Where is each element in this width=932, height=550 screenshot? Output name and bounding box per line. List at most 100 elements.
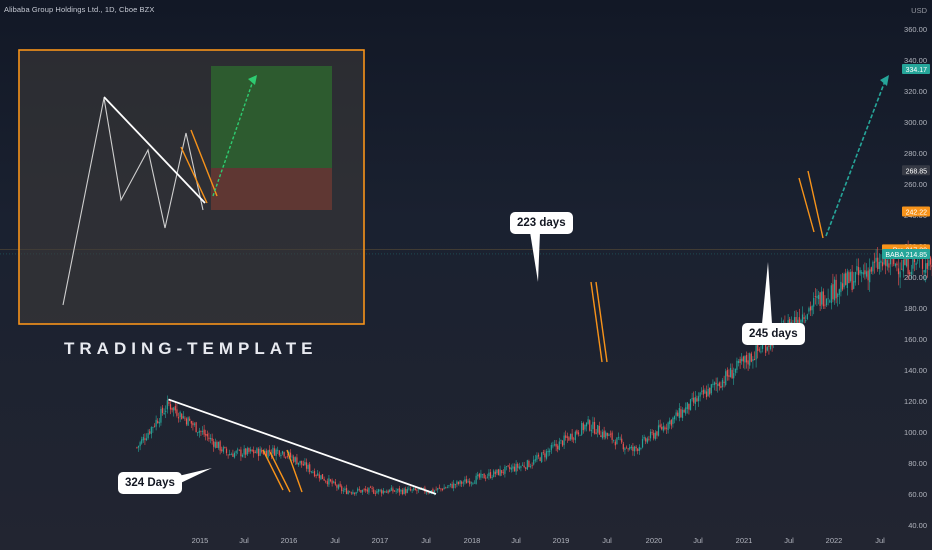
candle-body (574, 431, 576, 441)
candle-body (344, 488, 346, 490)
candle-body (872, 261, 874, 272)
projection-line-6 (798, 177, 815, 233)
candle-body (438, 487, 440, 489)
candle-body (565, 435, 567, 438)
candle-body (621, 438, 623, 443)
candle-body (507, 465, 509, 467)
candle-body (675, 412, 677, 416)
candle-body (397, 488, 399, 491)
candle-body (637, 448, 639, 451)
candle-body (142, 436, 144, 441)
candle-body (731, 369, 733, 379)
candle-body (384, 491, 386, 493)
candle-body (542, 452, 544, 453)
candle-body (557, 445, 559, 450)
time-tick-label: 2017 (372, 536, 389, 545)
candle-body (715, 382, 717, 385)
candle-body (413, 488, 415, 490)
candle-body (520, 466, 522, 468)
candle-body (897, 268, 900, 275)
time-axis: 2015 Jul 2016 Jul 2017 Jul 2018 Jul 2019 Jul 2020 J… (192, 536, 885, 545)
candle-body (616, 437, 618, 445)
price-tick-label: 320.00 (904, 87, 927, 96)
candle-body (275, 449, 277, 456)
price-tick-label: 160.00 (904, 335, 927, 344)
candle-body (915, 263, 917, 266)
candle-body (257, 448, 260, 457)
candle-body (304, 462, 306, 465)
candle-body (417, 489, 420, 491)
candle-body (230, 454, 232, 456)
candle-body (273, 448, 276, 456)
template-trendline (103, 96, 206, 204)
candle-body (278, 450, 280, 456)
candle-body (337, 484, 340, 489)
candle-body (606, 432, 608, 436)
candle-body (405, 488, 407, 494)
candle-body (755, 345, 757, 360)
candle-body (371, 488, 373, 489)
candle-body (174, 406, 176, 411)
candle-body (561, 440, 564, 446)
candle-body (389, 489, 391, 492)
candle-body (469, 481, 471, 485)
price-tick-label: 280.00 (904, 149, 927, 158)
candle-body (547, 450, 549, 453)
candle-body (587, 419, 589, 424)
candle-body (517, 463, 519, 468)
candle-body (806, 314, 808, 320)
candle-body (611, 432, 613, 440)
candle-body (136, 447, 138, 449)
candle-body (241, 454, 244, 457)
candle-body (713, 382, 716, 385)
candle-body (485, 477, 487, 479)
candle-body (280, 454, 282, 457)
candle-body (761, 344, 764, 349)
candle-body (693, 397, 695, 403)
candle-body (187, 417, 189, 426)
candle-body (264, 450, 266, 454)
candle-body (339, 483, 341, 487)
candle-body (691, 398, 693, 400)
candle-body (552, 445, 554, 447)
candle-body (835, 279, 837, 299)
candle-body (926, 262, 928, 269)
candle-body (720, 386, 722, 388)
candle-body (296, 457, 298, 465)
candle-body (169, 404, 172, 410)
candle-body (147, 432, 149, 439)
price-badge (902, 64, 930, 75)
candle-body (158, 422, 160, 424)
candle-body (536, 455, 538, 460)
candle-body (510, 467, 512, 470)
candle-body (531, 464, 533, 466)
candle-body (736, 360, 738, 370)
callout-pointer-245 (762, 262, 772, 324)
candle-body (901, 268, 903, 270)
candle-body (486, 476, 488, 478)
projection-line-4 (590, 281, 603, 363)
candle-body (403, 488, 405, 494)
candle-body (320, 475, 322, 480)
candle-body (160, 408, 162, 423)
candle-body (408, 488, 410, 490)
candle-body (829, 300, 831, 302)
candle-body (819, 292, 821, 306)
candle-body (411, 489, 413, 491)
candle-body (753, 359, 756, 361)
candle-body (725, 371, 727, 385)
time-tick-label: Jul (875, 536, 885, 545)
candle-body (629, 447, 631, 450)
candle-body (240, 449, 242, 457)
candle-body (379, 489, 381, 491)
candle-body (816, 296, 818, 298)
candle-body (861, 271, 863, 274)
candle-body (161, 407, 164, 414)
candle-body (238, 449, 240, 451)
candle-body (928, 260, 930, 267)
candle-body (582, 423, 584, 431)
candle-body (504, 466, 506, 474)
candle-body (649, 431, 652, 439)
template-target-arrowhead (248, 75, 257, 85)
candle-body (195, 422, 197, 433)
